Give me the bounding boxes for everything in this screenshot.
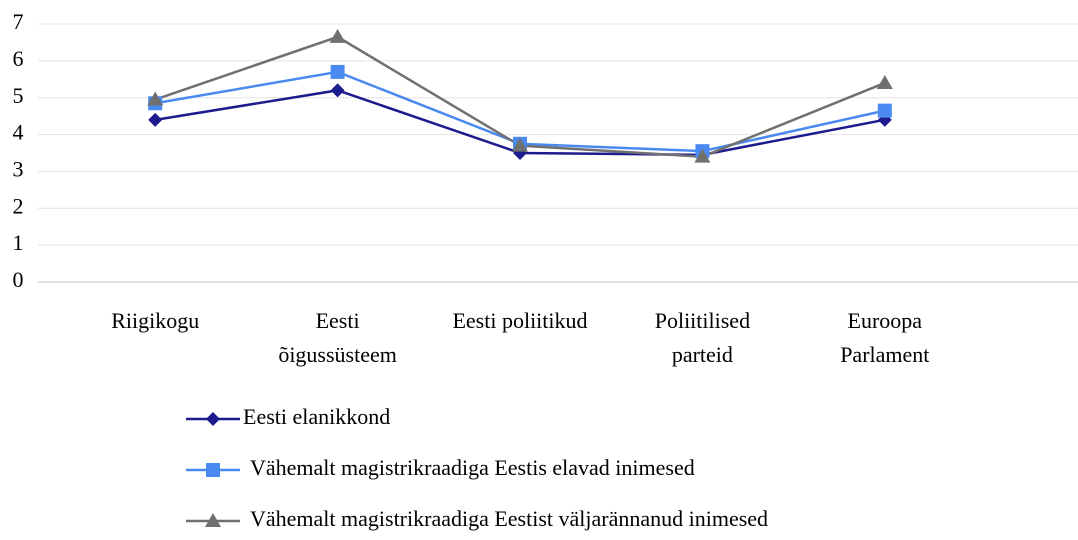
x-tick-label: Poliitilised parteid xyxy=(655,308,750,367)
legend-marker xyxy=(205,513,221,527)
legend-marker xyxy=(206,463,220,477)
marker xyxy=(330,83,345,98)
y-tick-label: 6 xyxy=(13,46,24,71)
legend-label: Vähemalt magistrikraadiga Eestist väljar… xyxy=(250,506,768,531)
y-tick-label: 5 xyxy=(13,83,24,108)
marker xyxy=(329,28,346,43)
marker xyxy=(147,91,164,106)
marker xyxy=(877,103,892,118)
legend-marker xyxy=(206,412,220,426)
x-tick-label: Eesti poliitikud xyxy=(452,308,587,333)
marker xyxy=(512,137,528,152)
x-tick-label: Eesti õigussüsteem xyxy=(278,308,397,367)
y-tick-label: 0 xyxy=(13,267,24,292)
y-tick-label: 3 xyxy=(13,156,24,181)
marker xyxy=(330,64,345,79)
x-tick-label: Riigikogu xyxy=(111,308,199,333)
marker xyxy=(694,148,711,163)
y-tick-label: 1 xyxy=(13,230,24,255)
marker xyxy=(148,112,163,127)
y-tick-label: 4 xyxy=(13,120,24,145)
x-tick-label: Euroopa Parlament xyxy=(840,308,929,367)
legend-label: Eesti elanikkond xyxy=(243,404,390,429)
marker xyxy=(876,74,893,89)
legend-label: Vähemalt magistrikraadiga Eestis elavad … xyxy=(250,455,695,480)
y-tick-label: 2 xyxy=(13,193,24,218)
y-tick-label: 7 xyxy=(13,9,24,34)
